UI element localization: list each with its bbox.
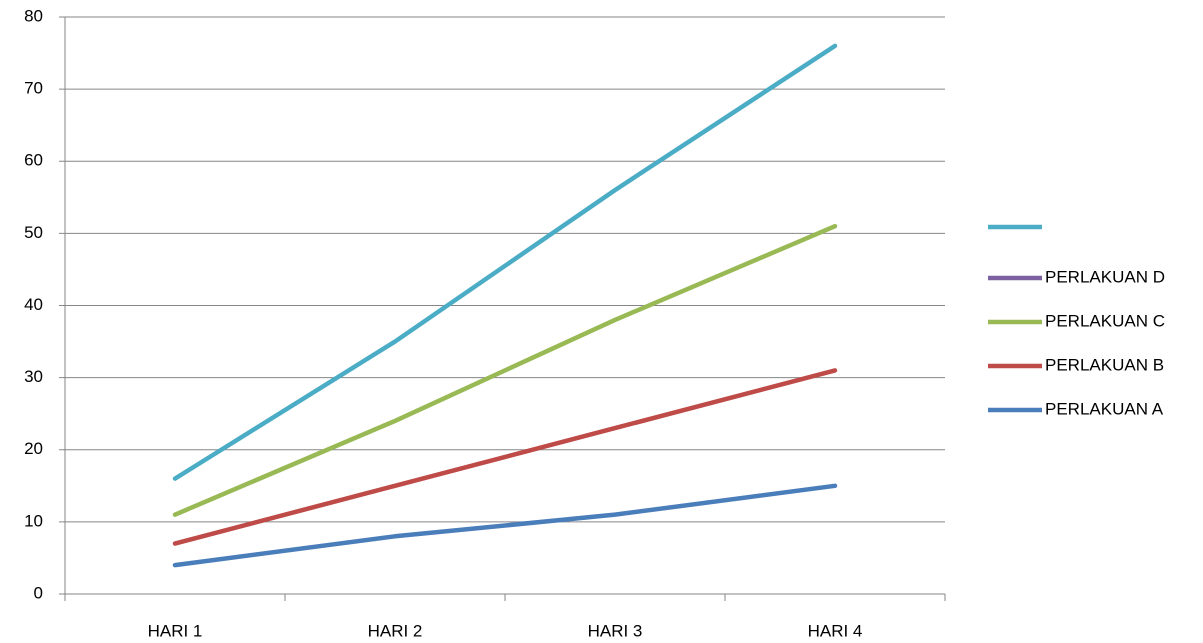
x-tick-label: HARI 3 — [588, 621, 643, 640]
y-tick-label: 60 — [24, 151, 43, 170]
y-tick-label: 80 — [24, 6, 43, 25]
x-tick-label: HARI 4 — [808, 621, 863, 640]
series-line — [172, 43, 838, 481]
series-line — [172, 223, 838, 517]
y-tick-label: 70 — [24, 79, 43, 98]
legend-label: PERLAKUAN D — [1045, 267, 1165, 286]
y-tick-label: 40 — [24, 295, 43, 314]
x-tick-label: HARI 1 — [148, 621, 203, 640]
y-tick-label: 20 — [24, 439, 43, 458]
series-line — [172, 483, 838, 568]
y-tick-label: 30 — [24, 367, 43, 386]
legend-label: PERLAKUAN C — [1045, 311, 1165, 330]
y-tick-label: 0 — [34, 583, 43, 602]
legend-label: PERLAKUAN A — [1045, 399, 1164, 418]
y-tick-label: 50 — [24, 223, 43, 242]
x-tick-label: HARI 2 — [368, 621, 423, 640]
series-line — [172, 368, 838, 546]
y-tick-label: 10 — [24, 511, 43, 530]
legend-label: PERLAKUAN B — [1045, 355, 1164, 374]
